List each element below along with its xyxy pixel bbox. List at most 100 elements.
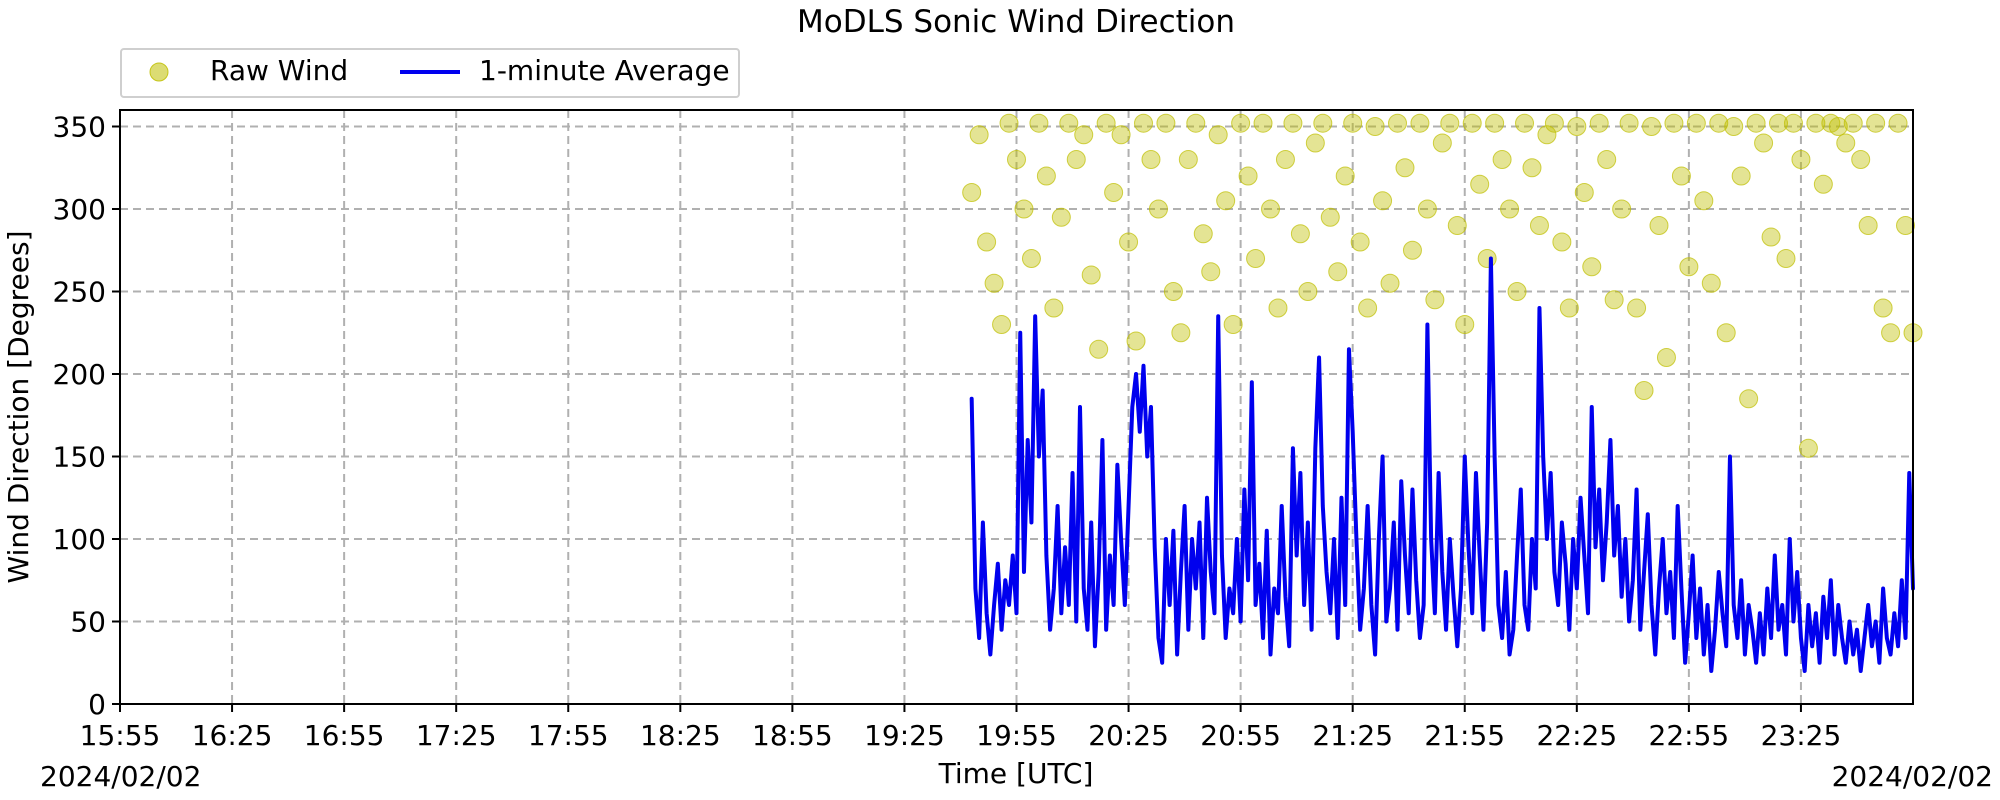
raw-wind-point	[1552, 232, 1572, 252]
raw-wind-point	[1261, 199, 1281, 219]
raw-wind-point	[1119, 232, 1139, 252]
raw-wind-point	[1477, 249, 1497, 268]
raw-wind-point	[1298, 282, 1318, 301]
raw-wind-point	[1126, 331, 1146, 351]
raw-wind-point	[1642, 117, 1662, 136]
raw-wind-point	[1373, 191, 1393, 211]
raw-wind-point	[1089, 339, 1109, 359]
raw-wind-point	[1836, 133, 1856, 153]
raw-wind-point	[1619, 113, 1639, 133]
raw-wind-point	[1724, 117, 1744, 136]
plot-layer: 0 50 100 150 200 250 300 350 15:55 16:25 16:55 17:2…	[53, 110, 1923, 752]
raw-wind-point	[1193, 224, 1213, 244]
raw-wind-point	[969, 125, 989, 145]
raw-wind-point	[1679, 257, 1699, 277]
raw-wind-point	[1731, 166, 1751, 186]
raw-wind-point	[1798, 438, 1818, 458]
raw-wind-point	[1350, 232, 1370, 252]
raw-wind-point	[1066, 150, 1086, 169]
x-tick-label: 18:25	[640, 719, 721, 752]
raw-wind-point	[1007, 150, 1026, 169]
raw-wind-point	[1328, 262, 1348, 282]
y-tick-label: 100	[53, 523, 106, 556]
raw-wind-point	[1290, 224, 1310, 244]
raw-wind-point	[962, 183, 982, 202]
raw-wind-point	[1231, 113, 1251, 133]
raw-wind-point	[1134, 113, 1154, 133]
raw-wind-point	[1500, 199, 1520, 219]
raw-wind-point	[1432, 133, 1452, 153]
raw-wind-points	[962, 113, 1923, 458]
raw-wind-point	[1761, 227, 1781, 247]
raw-wind-point	[1888, 113, 1908, 133]
date-right: 2024/02/02	[1832, 760, 1993, 793]
raw-wind-point	[1343, 113, 1363, 133]
raw-wind-point	[1806, 113, 1826, 133]
raw-wind-point	[1649, 216, 1669, 235]
x-tick-label: 16:55	[304, 719, 385, 752]
raw-wind-point	[1171, 323, 1191, 343]
raw-wind-point	[1537, 125, 1557, 145]
raw-wind-point	[1709, 113, 1729, 133]
x-tick-label: 15:55	[80, 719, 161, 752]
raw-wind-point	[1671, 166, 1691, 186]
x-tick-label: 22:25	[1536, 719, 1617, 752]
x-tick-label: 19:25	[864, 719, 945, 752]
x-tick-label: 21:55	[1424, 719, 1505, 752]
raw-wind-point	[1462, 113, 1482, 133]
raw-wind-point	[1582, 257, 1602, 277]
raw-wind-point	[1896, 216, 1916, 235]
raw-wind-point	[1388, 113, 1408, 133]
raw-wind-point	[1544, 113, 1564, 133]
raw-wind-point	[1843, 113, 1863, 133]
x-tick-label: 17:55	[528, 719, 609, 752]
raw-wind-point	[1873, 298, 1893, 318]
raw-wind-point	[1612, 199, 1632, 219]
y-tick-label: 350	[53, 111, 106, 144]
raw-wind-point	[1866, 113, 1886, 133]
raw-wind-point	[1021, 249, 1041, 268]
y-tick-label: 0	[88, 688, 106, 721]
raw-wind-point	[992, 315, 1012, 334]
x-tick-label: 21:25	[1312, 719, 1393, 752]
raw-wind-point	[1253, 113, 1273, 133]
raw-wind-point	[1529, 216, 1549, 235]
raw-wind-point	[1783, 113, 1803, 133]
raw-wind-point	[1395, 158, 1415, 178]
raw-wind-point	[984, 273, 1004, 293]
raw-wind-point	[1216, 191, 1236, 211]
raw-wind-point	[1515, 113, 1535, 133]
average-line	[969, 256, 1915, 673]
raw-wind-point	[1851, 150, 1871, 169]
raw-wind-point	[1776, 249, 1796, 268]
raw-wind-point	[1402, 240, 1422, 260]
raw-wind-point	[1096, 113, 1116, 133]
raw-wind-point	[1828, 117, 1848, 136]
raw-wind-point	[1559, 298, 1579, 318]
raw-wind-point	[1791, 150, 1811, 169]
raw-wind-point	[1769, 113, 1789, 133]
raw-wind-point	[1358, 298, 1378, 318]
raw-wind-point	[1686, 113, 1706, 133]
raw-wind-point	[1589, 113, 1609, 133]
raw-wind-point	[1305, 133, 1325, 153]
raw-wind-point	[1059, 113, 1079, 133]
raw-wind-point	[1208, 125, 1228, 145]
legend: Raw Wind 1-minute Average	[120, 48, 740, 98]
raw-wind-point	[1156, 113, 1176, 133]
x-tick-label: 18:55	[752, 719, 833, 752]
raw-wind-point	[1163, 282, 1183, 301]
y-tick-label: 300	[53, 193, 106, 226]
raw-wind-point	[1074, 125, 1094, 145]
plot-frame	[119, 109, 1914, 705]
raw-wind-point	[1044, 298, 1064, 318]
raw-wind-point	[1111, 125, 1131, 145]
raw-wind-point	[1238, 166, 1258, 186]
raw-wind-point	[1036, 166, 1056, 186]
raw-wind-point	[1455, 315, 1475, 334]
y-tick-label: 250	[53, 276, 106, 309]
x-tick-label: 22:55	[1649, 719, 1730, 752]
raw-wind-point	[1313, 113, 1333, 133]
